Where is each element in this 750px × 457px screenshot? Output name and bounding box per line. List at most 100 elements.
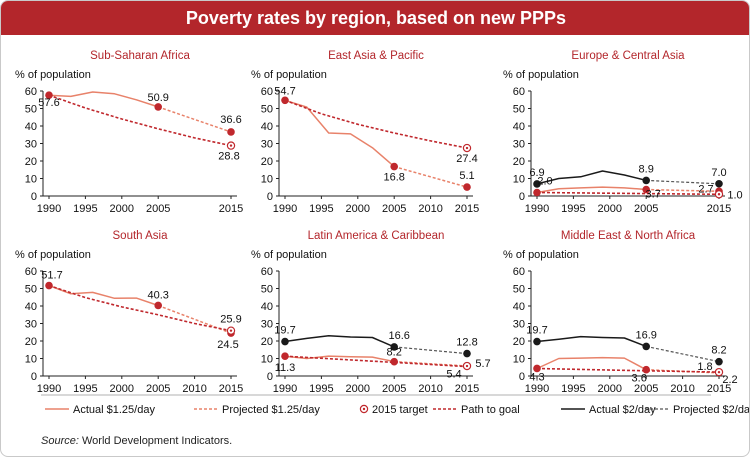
x-tick-label: 2015 [707,383,731,395]
y-tick-label: 20 [261,336,273,348]
series-path-to-goal [48,284,232,332]
series-projected-1-25-day [393,165,468,188]
data-point [390,343,399,351]
panel-title: Middle East & North Africa [561,230,696,242]
x-tick-label: 2000 [346,203,370,215]
data-label: 28.8 [218,151,239,163]
series-actual-1-25-day [48,91,159,108]
x-tick-label: 2010 [670,383,694,395]
y-tick-label: 20 [25,156,37,168]
series-path-to-goal [536,191,720,196]
x-tick-label: 2010 [182,383,206,395]
target-marker-center [229,144,233,147]
data-label: 8.2 [711,345,726,357]
y-tick-label: 0 [267,371,273,383]
target-marker-center [717,370,721,374]
x-tick-label: 2015 [455,383,479,395]
x-tick-label: 2000 [110,203,134,215]
y-tick-label: 40 [513,301,525,313]
y-tick-label: 20 [513,336,525,348]
x-tick-label: 2005 [634,383,658,395]
chart-area: Sub-Saharan Africa % of population 0 10 20 30… [15,50,749,416]
source-note: Source: World Development Indicators. [41,435,232,447]
legend-target-marker-center [362,407,366,411]
y-tick-label: 0 [519,191,525,203]
target-marker-center [465,146,469,150]
data-label: 2.2 [722,374,737,386]
y-tick-label: 60 [25,266,37,278]
data-label: 54.7 [274,85,295,97]
data-point [281,352,289,361]
data-label: 1.8 [697,361,712,373]
x-tick-label: 2015 [455,203,479,215]
panel-title: Europe & Central Asia [571,50,685,62]
data-point [281,337,289,346]
y-axis-label: % of population [251,69,327,81]
y-axis-label: % of population [503,69,579,81]
x-tick-label: 2005 [382,203,406,215]
x-tick-label: 1990 [37,203,61,215]
y-tick-label: 50 [513,284,525,296]
y-tick-label: 0 [31,191,37,203]
series-projected-1-25-day [646,188,720,193]
data-label: 24.5 [217,339,238,351]
data-label: 5.7 [475,358,490,370]
y-tick-label: 60 [25,86,37,98]
series-projected-1-25-day [157,106,232,133]
series-actual-1-25-day [536,186,647,194]
x-tick-label: 1990 [525,383,549,395]
data-label: 7.0 [711,167,726,179]
y-tick-label: 30 [261,319,273,331]
data-label: 19.7 [274,325,295,337]
series-actual-2-day [536,335,647,348]
data-point [533,364,541,373]
series-projected-1-25-day [157,304,232,334]
data-label: 5.1 [459,170,474,182]
x-tick-label: 2000 [110,383,134,395]
data-point [45,281,53,290]
data-label: 2.7 [698,183,713,195]
data-point [642,185,650,194]
series-actual-1-25-day [48,284,159,307]
y-axis-label: % of population [503,249,579,261]
data-point [533,188,541,197]
y-tick-label: 60 [261,86,273,98]
data-label: 4.3 [529,371,544,383]
data-label: 8.9 [639,163,654,175]
data-point [227,128,235,136]
data-label: 16.6 [388,330,409,342]
chart-panel-sub-saharan-africa: Sub-Saharan Africa % of population 0 10 20 30… [15,50,243,215]
series-path-to-goal [284,99,468,149]
x-tick-label: 1990 [37,383,61,395]
data-label: 8.2 [387,347,402,359]
data-label: 5.4 [446,369,461,381]
x-tick-label: 1995 [73,203,97,215]
y-tick-label: 40 [261,301,273,313]
y-tick-label: 40 [261,121,273,133]
y-tick-label: 60 [513,86,525,98]
x-tick-label: 1995 [309,203,333,215]
data-point [390,357,399,366]
x-tick-label: 2000 [598,203,622,215]
target-marker-center [465,364,469,368]
panel-title: South Asia [113,230,169,242]
chart-panel-east-asia-pacific: East Asia & Pacific% of population 0 10 20 3… [251,50,479,215]
y-tick-label: 30 [513,319,525,331]
target-marker-center [717,193,721,196]
y-tick-label: 0 [267,191,273,203]
series-path-to-goal [48,94,232,147]
chart-panel-south-asia: South Asia % of population 0 10 20 30 40 50 60 19… [15,230,243,395]
chart-panel-latin-america-caribbean: Latin America & Caribbean % of population… [251,230,491,395]
y-tick-label: 50 [25,284,37,296]
data-label: 3.7 [646,189,661,201]
legend-item-actual-2-day: Actual $2/day [561,404,656,416]
data-label: 12.8 [456,337,477,349]
source-text: World Development Indicators. [81,435,233,447]
x-tick-label: 2010 [418,203,442,215]
data-label: 11.3 [275,362,296,374]
data-point [642,365,650,374]
x-tick-label: 1995 [561,383,585,395]
series-actual-1-25-day [536,356,647,371]
data-label: 50.9 [147,92,168,104]
y-tick-label: 30 [25,319,37,331]
